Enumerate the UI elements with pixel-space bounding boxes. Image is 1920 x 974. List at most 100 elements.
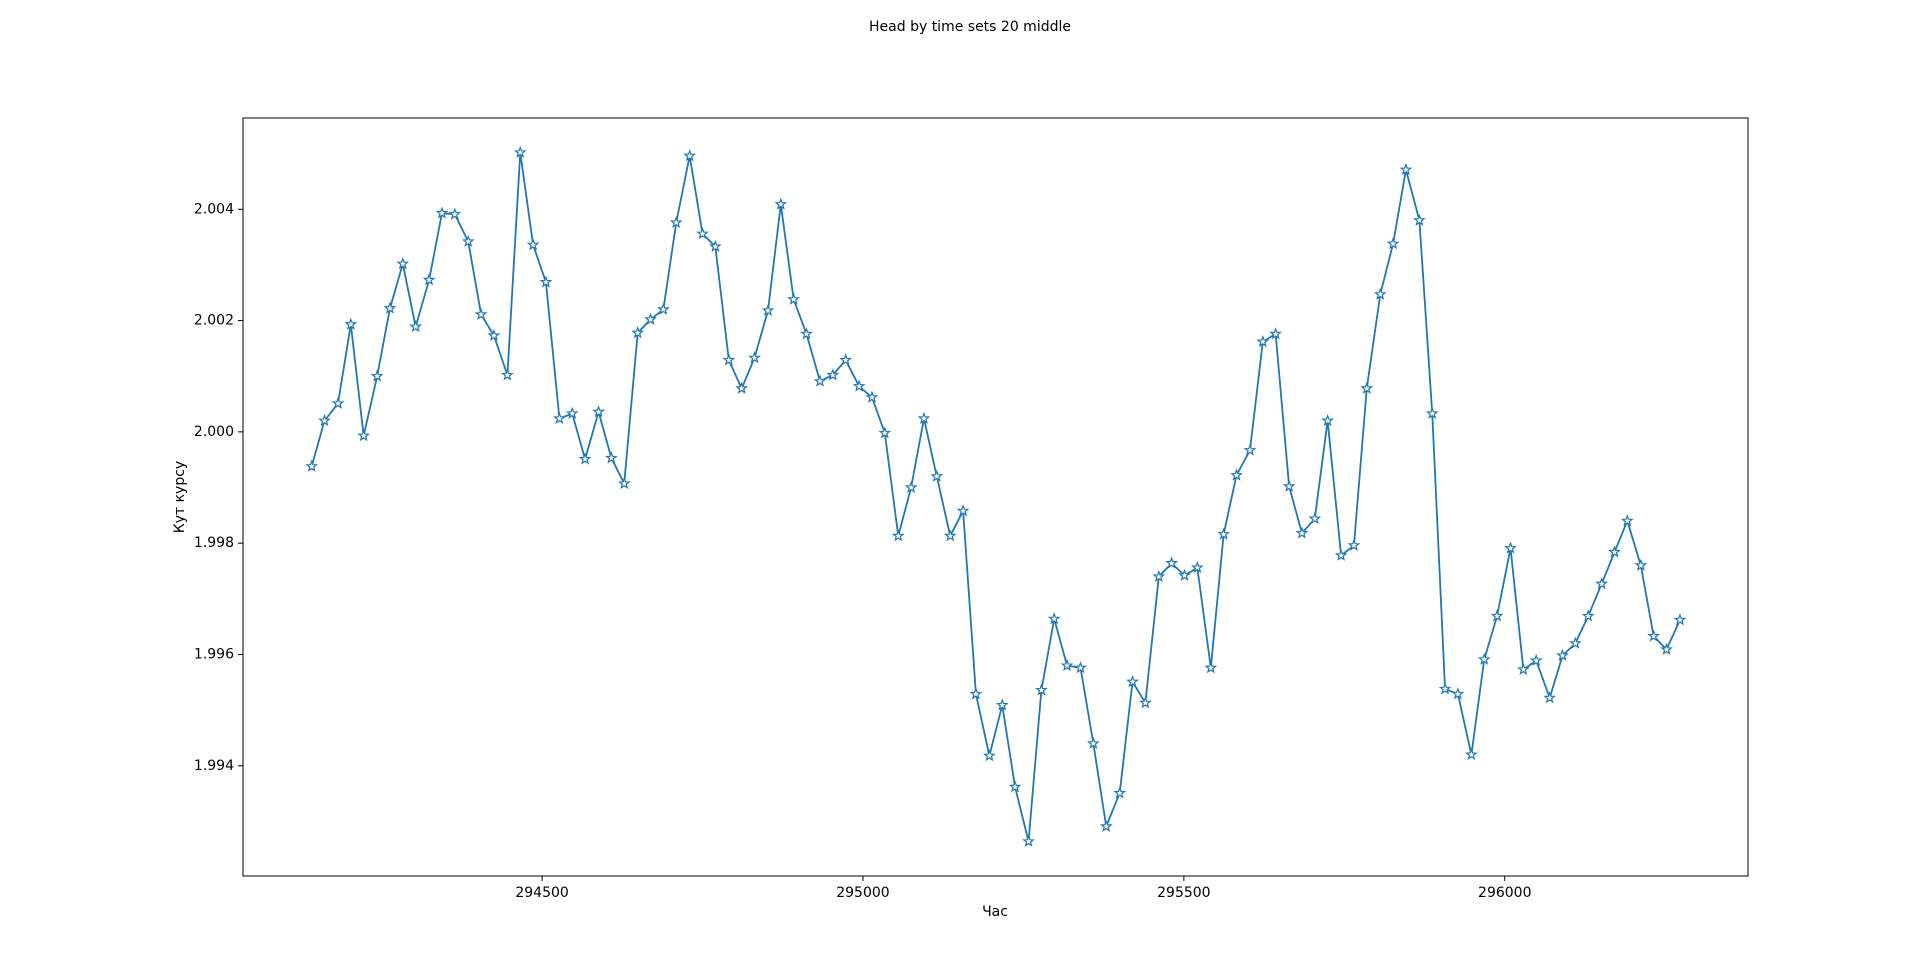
data-point (1516, 662, 1530, 675)
data-point (318, 414, 331, 427)
data-point (1556, 648, 1569, 662)
data-point (1113, 786, 1127, 799)
data-point (513, 145, 527, 158)
data-point (383, 301, 397, 314)
data-point (448, 207, 462, 220)
data-point (1086, 736, 1100, 749)
data-point (331, 396, 345, 409)
data-point (474, 307, 488, 320)
data-point (1035, 683, 1048, 696)
data-point (930, 469, 944, 482)
data-point (995, 698, 1009, 711)
data-point (1060, 658, 1074, 672)
data-point (1099, 819, 1113, 832)
data-point (422, 273, 436, 286)
y-tick-label: 2.002 (194, 313, 234, 329)
y-tick-label: 1.998 (194, 535, 234, 551)
data-point (1178, 568, 1191, 581)
x-tick-label: 295000 (836, 885, 889, 901)
data-point (526, 238, 540, 251)
data-point (1477, 652, 1491, 665)
data-point (1334, 548, 1348, 561)
data-point (1230, 468, 1243, 481)
data-point (487, 328, 501, 342)
data-point (1568, 636, 1582, 649)
data-point (1022, 834, 1035, 847)
data-point (669, 215, 683, 229)
data-point (357, 429, 371, 442)
data-point (1282, 479, 1296, 492)
data-point (722, 353, 736, 366)
data-point (1386, 237, 1400, 250)
data-point (1047, 612, 1061, 625)
data-point (787, 292, 801, 305)
data-point (565, 406, 579, 419)
data-point (1464, 747, 1478, 761)
data-point (1620, 514, 1634, 527)
data-point (696, 227, 709, 240)
data-point (539, 275, 553, 288)
data-point (435, 206, 449, 219)
data-point (983, 749, 996, 762)
data-point (1347, 538, 1361, 551)
data-point (1190, 560, 1204, 574)
data-point (748, 351, 761, 364)
data-point (592, 405, 605, 418)
data-point (409, 319, 423, 333)
data-point (344, 317, 358, 330)
x-tick-label: 295500 (1157, 885, 1210, 901)
data-point (1373, 287, 1387, 300)
data-point (1490, 609, 1504, 622)
data-point (891, 529, 905, 542)
data-point (396, 257, 410, 270)
data-point (1647, 629, 1661, 642)
data-point (305, 459, 319, 472)
data-point (1608, 545, 1621, 558)
data-point (1269, 327, 1283, 340)
data-point (1308, 511, 1322, 525)
data-point (1126, 675, 1139, 688)
data-point (1256, 335, 1270, 348)
data-point (1074, 661, 1087, 674)
data-point (370, 369, 384, 382)
y-tick-label: 2.000 (194, 424, 234, 440)
data-point (800, 327, 813, 340)
y-tick-label: 1.996 (194, 646, 234, 662)
data-point (1152, 569, 1166, 583)
data-point (605, 451, 618, 464)
data-point (852, 379, 866, 392)
data-point (617, 476, 631, 490)
x-axis-label: Час (982, 904, 1008, 920)
data-point (1529, 653, 1543, 667)
data-point (1595, 577, 1609, 590)
data-point (1165, 556, 1179, 569)
data-point (735, 381, 749, 394)
data-point (1413, 213, 1426, 226)
data-point (1321, 414, 1335, 427)
data-point (1451, 687, 1465, 700)
data-point (1543, 691, 1557, 704)
data-point (813, 374, 827, 387)
data-point (578, 452, 592, 465)
data-point (904, 480, 918, 493)
data-point (1217, 527, 1231, 540)
data-point (1581, 609, 1595, 622)
plot-frame (242, 117, 1749, 877)
data-point (656, 302, 670, 315)
data-point (1425, 406, 1439, 419)
data-point (917, 411, 931, 424)
data-point (1673, 613, 1687, 626)
data-point (708, 239, 722, 252)
data-point (1138, 696, 1152, 709)
data-point (553, 411, 566, 424)
data-point (943, 529, 957, 542)
data-point (878, 426, 892, 439)
y-axis-label: Кут курсу (172, 461, 188, 533)
y-tick-label: 1.994 (194, 758, 234, 774)
data-point (1504, 541, 1517, 554)
x-tick-label: 296000 (1478, 885, 1531, 901)
data-point (826, 368, 840, 381)
data-point (461, 234, 475, 247)
